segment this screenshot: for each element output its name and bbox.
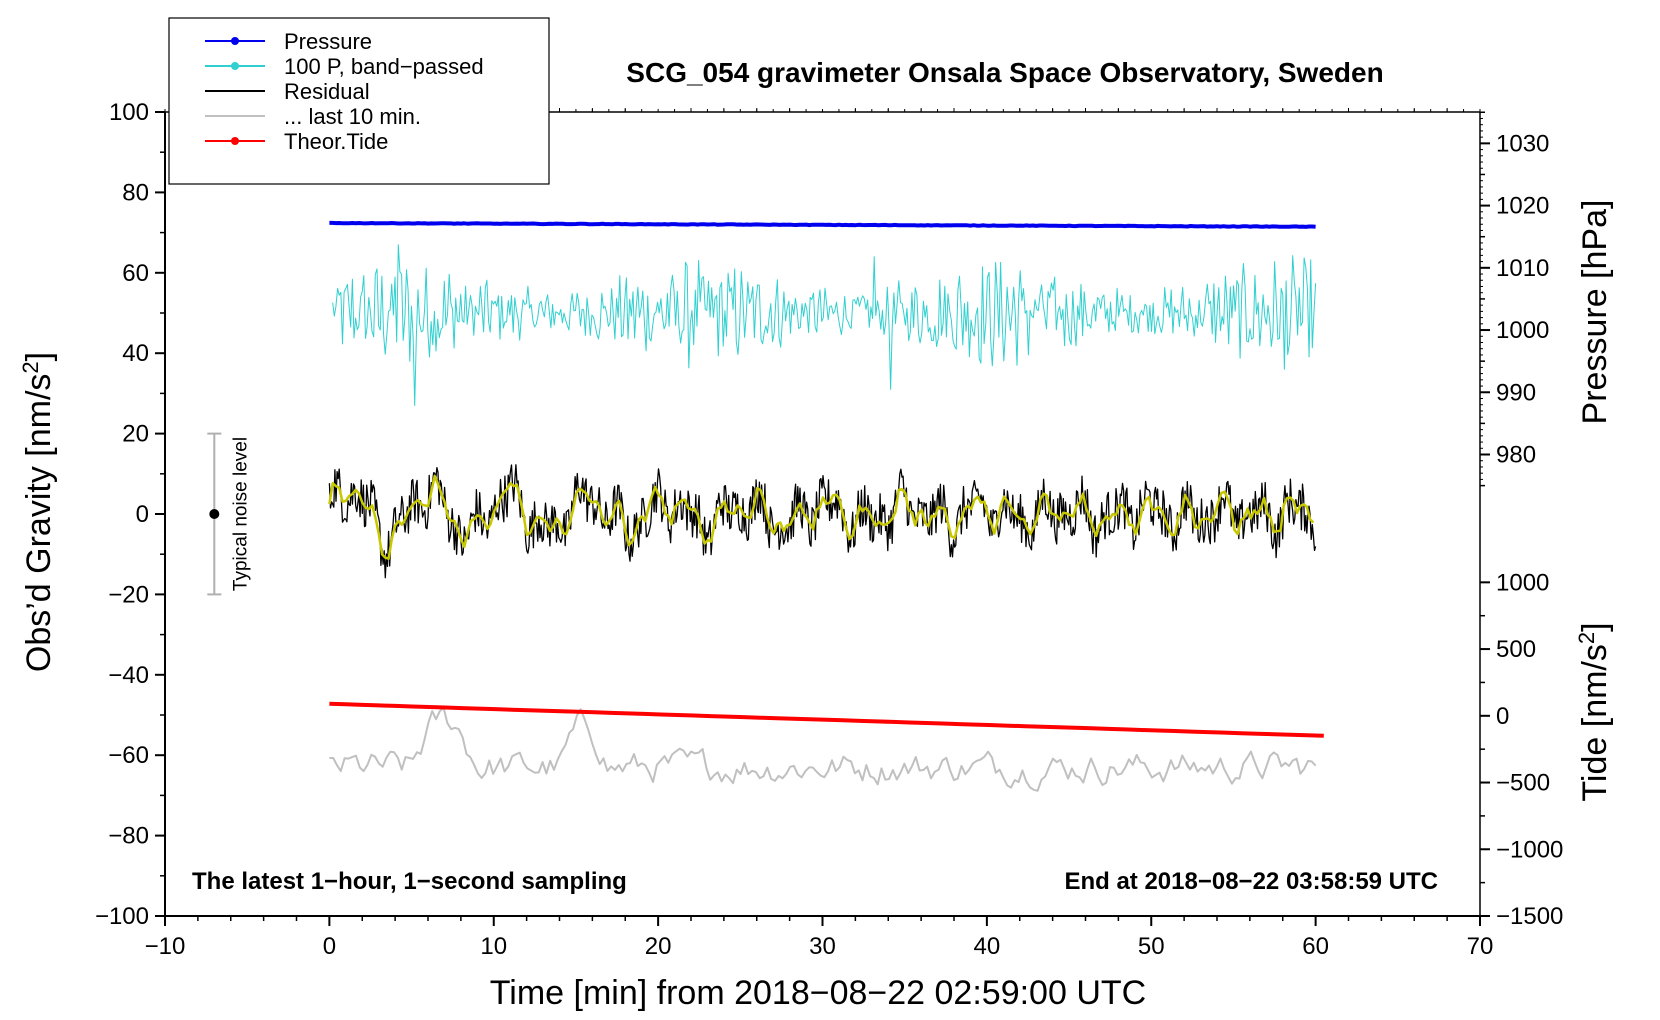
x-tick-label: 40	[974, 933, 1001, 960]
y-axis-title-tide-sup: 2	[1574, 632, 1599, 644]
legend-label: Residual	[284, 79, 370, 104]
y-axis-title-tide-close: ]	[1576, 622, 1614, 631]
pressure-tick-label: 980	[1496, 442, 1536, 469]
series-bandpassed-line	[332, 244, 1317, 406]
legend-swatch-marker	[231, 62, 239, 70]
pressure-tick-label: 1010	[1496, 255, 1549, 282]
legend-label: Pressure	[284, 29, 372, 54]
x-tick-label: 0	[323, 933, 336, 960]
x-tick-label: 60	[1302, 933, 1329, 960]
y-tick-label: −20	[108, 581, 149, 608]
y-axis-title-left-sup: 2	[18, 361, 43, 373]
tide-tick-label: 1000	[1496, 569, 1549, 596]
y-tick-label: −100	[95, 903, 149, 930]
x-tick-label: 30	[809, 933, 836, 960]
tide-tick-label: 0	[1496, 703, 1509, 730]
y-axis-title-pressure: Pressure [hPa]	[1576, 200, 1614, 425]
typical-noise-indicator: Typical noise level	[207, 432, 251, 596]
series-last10min-line	[329, 706, 1317, 792]
series-layer	[328, 220, 1324, 792]
y-tick-label: 80	[122, 179, 149, 206]
y-tick-label: −80	[108, 823, 149, 850]
x-tick-label: 10	[480, 933, 507, 960]
series-residual-smoothed-line	[328, 474, 1315, 560]
legend-swatch-marker	[231, 137, 239, 145]
y-axis-title-left-main: Obs’d Gravity [nm/s	[20, 374, 58, 673]
y-tick-label: −60	[108, 742, 149, 769]
legend-label: 100 P, band−passed	[284, 54, 484, 79]
tide-tick-label: 500	[1496, 636, 1536, 663]
x-tick-label: 70	[1467, 933, 1494, 960]
x-tick-label: −10	[145, 933, 186, 960]
series-residual-line	[328, 464, 1317, 579]
x-axis-title: Time [min] from 2018−08−22 02:59:00 UTC	[490, 974, 1146, 1012]
y-axis-title-tide: Tide [nm/s2]	[1574, 622, 1615, 801]
legend-box	[168, 17, 550, 185]
pressure-tick-label: 990	[1496, 379, 1536, 406]
y-tick-label: 20	[122, 421, 149, 448]
y-axis-title-left-close: ]	[20, 352, 58, 361]
noise-label: Typical noise level	[230, 437, 251, 591]
chart-title: SCG_054 gravimeter Onsala Space Observat…	[626, 57, 1383, 88]
axis-ticks: −10 0 10 20 30 40 50 60 70100806040200−20−40−60−…	[95, 99, 1563, 960]
pressure-tick-label: 1020	[1496, 193, 1549, 220]
tide-tick-label: −500	[1496, 770, 1550, 797]
y-axis-title-tide-main: Tide [nm/s	[1576, 644, 1614, 801]
y-tick-label: −40	[108, 662, 149, 689]
annotation-end-time: End at 2018−08−22 03:58:59 UTC	[1064, 868, 1438, 895]
legend-label: ... last 10 min.	[284, 104, 421, 129]
tide-tick-label: −1500	[1496, 903, 1563, 930]
y-tick-label: 0	[136, 501, 149, 528]
pressure-tick-label: 1030	[1496, 130, 1549, 157]
series-pressure-line	[329, 220, 1316, 229]
noise-center-dot	[209, 509, 220, 519]
y-axis-title-left: Obs’d Gravity [nm/s2]	[18, 352, 59, 672]
x-tick-label: 50	[1138, 933, 1165, 960]
y-tick-label: 60	[122, 260, 149, 287]
x-tick-label: 20	[645, 933, 672, 960]
y-tick-label: 100	[109, 99, 149, 126]
pressure-tick-label: 1000	[1496, 317, 1549, 344]
tide-tick-label: −1000	[1496, 836, 1563, 863]
series-theor-tide-line	[329, 701, 1324, 738]
legend-swatch-marker	[231, 37, 239, 45]
legend-label: Theor.Tide	[284, 129, 388, 154]
y-tick-label: 40	[122, 340, 149, 367]
annotation-sampling: The latest 1−hour, 1−second sampling	[192, 868, 627, 895]
